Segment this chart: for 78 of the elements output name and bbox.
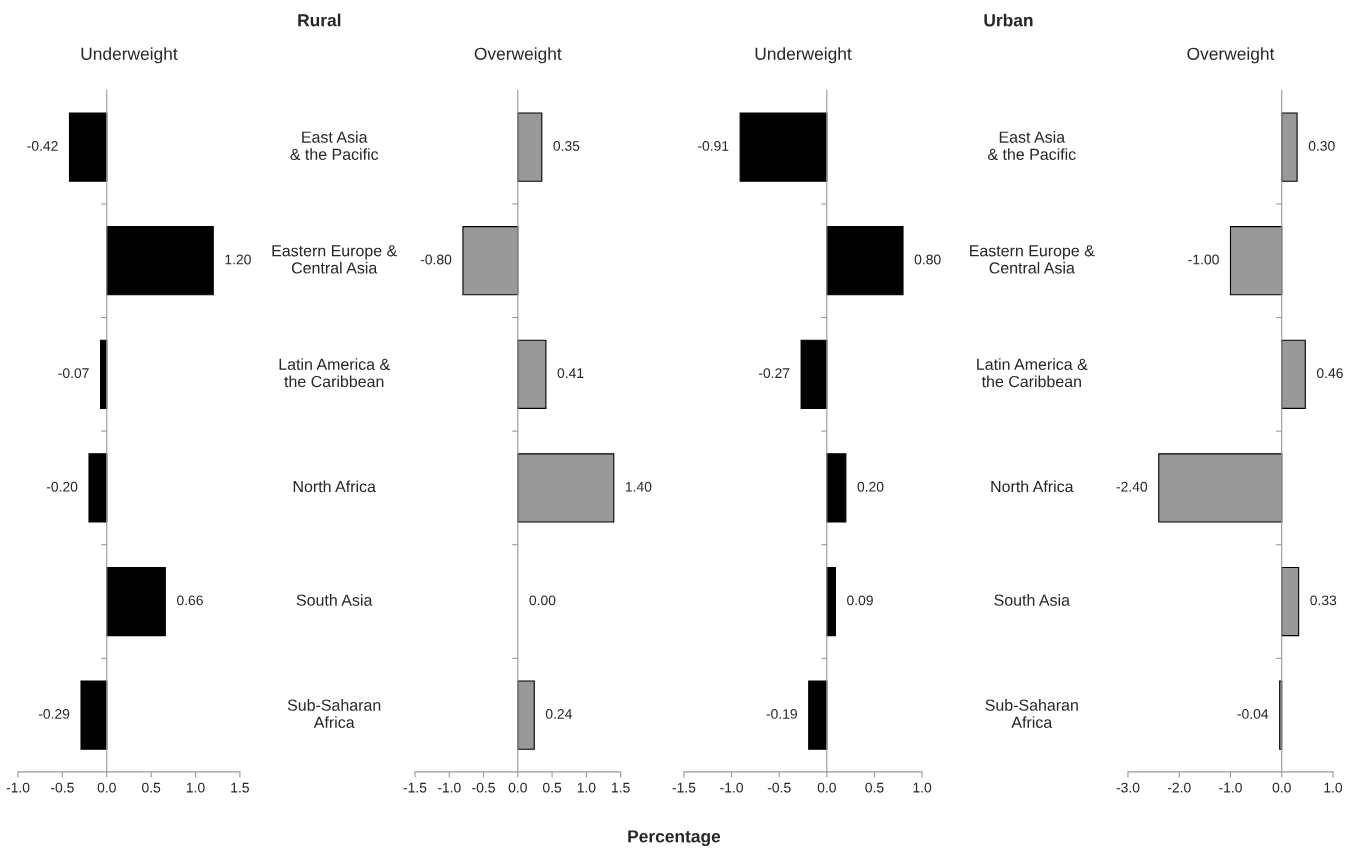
data-label: -0.20 <box>46 481 78 492</box>
x-tick-label: 1.0 <box>577 782 596 793</box>
bar <box>826 226 904 296</box>
data-label: 0.00 <box>529 595 556 606</box>
x-tick-label: -1.0 <box>720 782 743 793</box>
chart-title: Overweight <box>474 47 562 64</box>
data-label: -0.80 <box>420 254 452 265</box>
chart-title: Underweight <box>755 47 852 64</box>
data-label: 0.41 <box>557 368 584 379</box>
x-tick-label: -1.0 <box>6 782 30 793</box>
data-label: -0.07 <box>58 368 89 379</box>
data-label: 0.30 <box>1308 141 1335 151</box>
y-tick-label: Latin America & the Caribbean <box>279 358 390 388</box>
y-tick-label: South Asia <box>994 594 1070 606</box>
bar <box>68 112 108 182</box>
data-label: 0.35 <box>553 141 580 151</box>
y-tick-label: North Africa <box>991 480 1074 493</box>
y-tick-label: South Asia <box>296 594 373 606</box>
x-tick-label: 1.5 <box>231 782 249 793</box>
y-tick-label: Sub-Saharan Africa <box>287 699 381 728</box>
data-label: -0.04 <box>1237 709 1269 719</box>
bar <box>80 680 108 750</box>
data-label: 0.80 <box>914 254 941 265</box>
x-tick-label: -0.5 <box>51 782 74 793</box>
bar <box>106 226 214 296</box>
data-label: 1.40 <box>625 481 652 492</box>
x-tick-label: -1.0 <box>437 782 461 793</box>
x-tick-label: 1.5 <box>612 782 630 793</box>
x-tick-label: 1.0 <box>913 782 932 793</box>
data-label: -0.91 <box>697 141 729 151</box>
x-tick-label: -1.5 <box>403 782 427 793</box>
data-label: -0.19 <box>766 709 797 719</box>
x-tick-label: -0.5 <box>472 782 495 793</box>
y-tick-label: Eastern Europe & Central Asia <box>970 245 1095 274</box>
x-tick-label: 0.0 <box>97 782 116 793</box>
data-label: -0.27 <box>758 368 790 379</box>
data-label: 0.24 <box>545 709 572 719</box>
bar <box>808 680 828 750</box>
y-tick-label: Eastern Europe & Central Asia <box>272 245 397 274</box>
x-tick-label: -1.0 <box>1219 782 1242 793</box>
data-label: 0.46 <box>1316 368 1343 379</box>
bar <box>800 339 828 409</box>
data-label: 1.20 <box>225 254 251 265</box>
bar <box>106 566 166 637</box>
y-tick-label: Latin America & the Caribbean <box>977 358 1088 388</box>
x-tick-label: 1.0 <box>186 782 205 793</box>
x-tick-label: 0.5 <box>142 782 161 793</box>
x-tick-label: 0.5 <box>542 782 562 793</box>
data-label: -1.00 <box>1188 254 1219 265</box>
text: Rural <box>298 13 341 27</box>
bar <box>739 112 828 182</box>
y-tick-label: East Asia & the Pacific <box>987 131 1076 160</box>
bar <box>826 566 836 637</box>
x-tick-label: 0.0 <box>817 782 836 793</box>
x-tick-label: 1.0 <box>1324 782 1343 793</box>
x-tick-label: 0.0 <box>508 782 527 793</box>
x-axis-title: Percentage <box>628 830 721 847</box>
y-tick-label: East Asia & the Pacific <box>290 131 379 160</box>
bar <box>88 453 108 523</box>
data-label: 0.20 <box>857 481 884 492</box>
x-tick-label: 0.0 <box>1272 782 1291 793</box>
x-tick-label: 0.5 <box>865 782 884 793</box>
x-tick-label: -3.0 <box>1116 782 1140 793</box>
data-label: 0.09 <box>847 595 873 606</box>
chart-title: Underweight <box>81 47 178 64</box>
bar <box>826 453 847 523</box>
data-label: -0.42 <box>27 141 58 151</box>
x-tick-label: -2.0 <box>1167 782 1191 793</box>
y-tick-label: North Africa <box>293 480 376 493</box>
text: Urban <box>984 13 1033 27</box>
x-tick-label: -0.5 <box>767 782 791 793</box>
data-label: -0.29 <box>38 709 70 719</box>
data-label: -2.40 <box>1116 481 1148 492</box>
chart-title: Overweight <box>1187 47 1275 64</box>
x-tick-label: -1.5 <box>672 782 696 793</box>
y-tick-label: Sub-Saharan Africa <box>985 699 1078 728</box>
data-label: 0.66 <box>176 595 203 606</box>
data-label: 0.33 <box>1310 595 1337 606</box>
